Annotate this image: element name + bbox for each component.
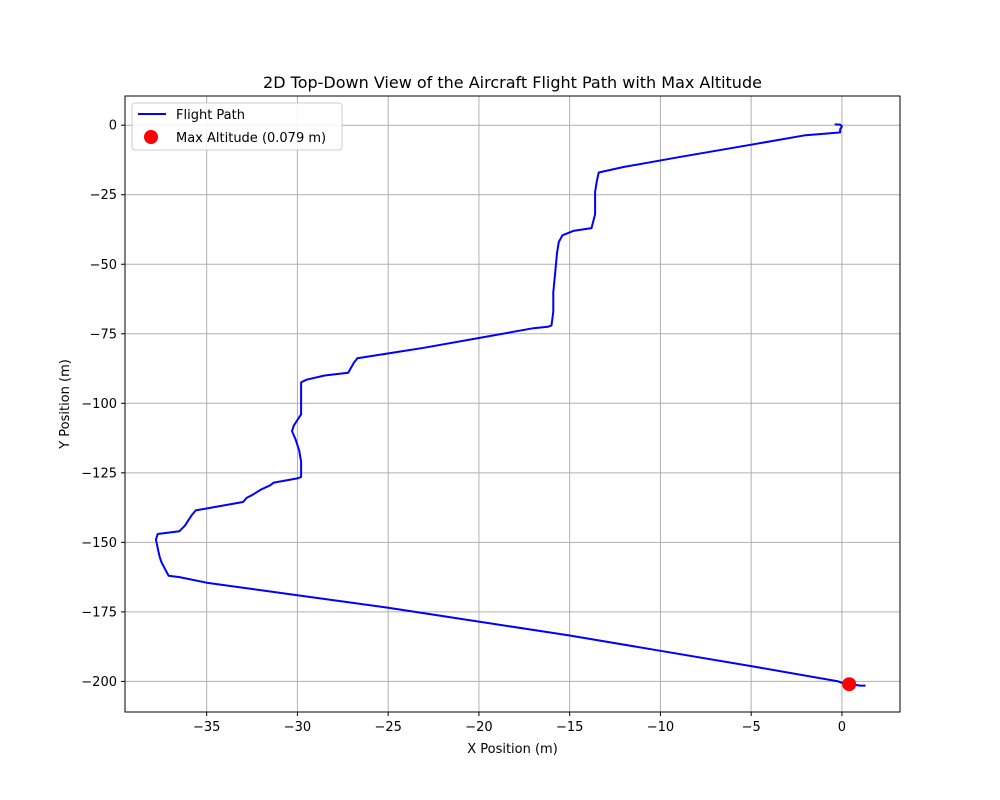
x-tick-label: −35 bbox=[193, 720, 220, 735]
max-altitude-marker bbox=[842, 677, 857, 692]
y-tick-label: −200 bbox=[81, 675, 117, 690]
y-tick-label: −50 bbox=[90, 258, 117, 273]
y-tick-label: −150 bbox=[81, 536, 117, 551]
legend-max-altitude-marker bbox=[144, 130, 158, 144]
legend-max-altitude-label: Max Altitude (0.079 m) bbox=[176, 131, 326, 146]
y-tick-label: −100 bbox=[81, 397, 117, 412]
x-tick-label: −20 bbox=[465, 720, 492, 735]
chart-title: 2D Top-Down View of the Aircraft Flight … bbox=[263, 73, 762, 92]
x-tick-label: 0 bbox=[838, 720, 846, 735]
legend-box bbox=[131, 102, 343, 151]
y-tick-label: 0 bbox=[109, 119, 117, 134]
x-axis-label: X Position (m) bbox=[467, 742, 558, 757]
y-axis-ticks: 0 −25 −50 −75 −100 −125 −150 −175 −200 bbox=[81, 119, 125, 690]
x-tick-label: −15 bbox=[556, 720, 583, 735]
flight-path-line bbox=[154, 123, 866, 687]
x-tick-label: −5 bbox=[742, 720, 761, 735]
y-tick-label: −175 bbox=[81, 605, 117, 620]
y-tick-label: −125 bbox=[81, 466, 117, 481]
legend-flight-path-label: Flight Path bbox=[176, 108, 245, 123]
x-tick-label: −30 bbox=[284, 720, 311, 735]
x-tick-label: −25 bbox=[374, 720, 401, 735]
y-tick-label: −75 bbox=[90, 327, 117, 342]
x-tick-label: −10 bbox=[647, 720, 674, 735]
y-axis-label: Y Position (m) bbox=[58, 359, 73, 450]
legend: Flight Path Max Altitude (0.079 m) bbox=[131, 102, 343, 151]
series-layer bbox=[154, 123, 866, 692]
plot-area-frame bbox=[124, 95, 901, 713]
y-tick-label: −25 bbox=[90, 188, 117, 203]
x-axis-ticks: −35 −30 −25 −20 −15 −10 −5 0 bbox=[193, 712, 846, 735]
